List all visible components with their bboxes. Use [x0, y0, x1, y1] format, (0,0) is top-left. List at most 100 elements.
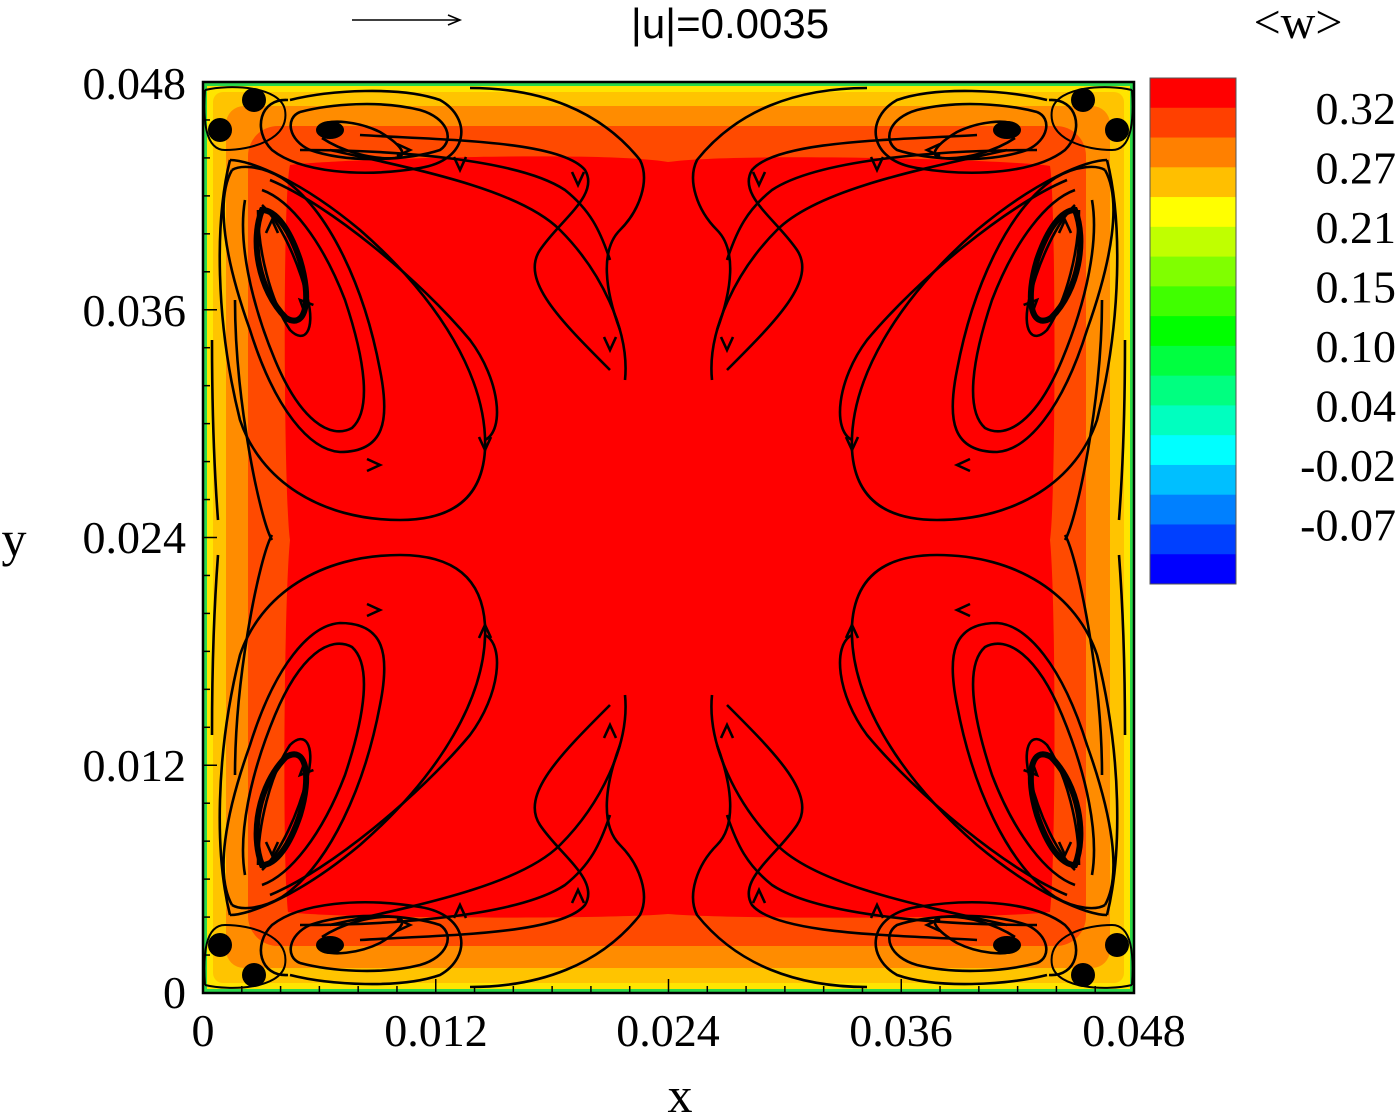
colorbar-tick-label: -0.07: [1300, 499, 1396, 550]
streamline-arrow: [719, 336, 735, 354]
colorbar-tick-label: 0.32: [1316, 83, 1397, 134]
corner-streamline: [203, 86, 287, 152]
streamline-arrow: [923, 142, 941, 158]
streamline: [1063, 534, 1104, 776]
streamline: [241, 642, 366, 887]
corner-streamline: [1050, 86, 1134, 152]
streamline: [259, 89, 463, 174]
y-tick-label: 0.036: [83, 285, 187, 336]
vortex-core-loop: [253, 751, 310, 869]
colorbar-labels: 0.32 0.27 0.21 0.15 0.10 0.04 -0.02 -0.07: [1300, 83, 1396, 551]
streamline: [874, 89, 1078, 174]
x-tick-label: 0.036: [849, 1005, 953, 1056]
streamline-arrow: [869, 156, 885, 174]
streamline-arrow: [923, 917, 941, 933]
streamline: [299, 814, 612, 927]
streamline-quadrant-tr: [691, 86, 1134, 541]
streamline-arrow: [1057, 841, 1073, 859]
streamline-arrow: [602, 721, 618, 739]
corner-vortex: [1105, 933, 1129, 957]
colorbar-swatch: [1150, 435, 1236, 466]
streamline: [218, 553, 487, 917]
streamline: [838, 633, 1068, 897]
streamline: [233, 299, 274, 541]
y-tick-label: 0.048: [83, 58, 187, 109]
streamline: [259, 901, 463, 986]
reference-vector-label: |u|=0.0035: [631, 0, 829, 47]
streamline: [726, 133, 978, 371]
colorbar-swatch: [1150, 107, 1236, 139]
streamline: [951, 621, 1115, 910]
colorbar-swatch: [1150, 405, 1236, 436]
streamline: [850, 158, 1119, 522]
streamline: [888, 102, 1048, 161]
corner-vortex: [1071, 963, 1095, 987]
colorbar-swatch: [1150, 167, 1236, 198]
colorbar-swatch: [1150, 137, 1236, 168]
streamline: [874, 901, 1078, 986]
colorbar-swatch: [1150, 554, 1236, 585]
streamline-arrow: [719, 721, 735, 739]
streamline-arrow: [452, 156, 468, 174]
colorbar-swatch: [1150, 524, 1236, 555]
streamline: [222, 165, 386, 454]
streamline-arrow: [297, 297, 314, 314]
corner-vortex: [1071, 88, 1095, 112]
streamline: [256, 737, 312, 871]
corner-vortex: [208, 933, 232, 957]
streamline: [241, 188, 366, 433]
streamline: [289, 102, 449, 161]
streamline-quadrant-tl: [203, 86, 646, 541]
colorbar-swatch: [1150, 494, 1236, 525]
streamline: [691, 86, 868, 331]
streamline-arrow: [264, 216, 280, 234]
streamline-arrow: [570, 171, 586, 189]
streamline-arrow: [869, 901, 885, 919]
streamline: [888, 914, 1048, 973]
streamline-arrow: [477, 436, 493, 454]
streamline: [469, 744, 646, 989]
streamline-arrow: [570, 886, 586, 904]
streamline: [218, 158, 487, 522]
axis-ticks: [202, 81, 1135, 994]
colorbar-swatch: [1150, 78, 1236, 109]
streamline: [850, 553, 1119, 917]
vortex-center: [316, 121, 344, 139]
streamline-arrow: [1057, 216, 1073, 234]
corner-vortex: [242, 963, 266, 987]
streamline: [951, 165, 1115, 454]
streamline: [838, 178, 1068, 442]
streamline-arrow: [477, 621, 493, 639]
streamline-arrow: [396, 917, 414, 933]
corner-vortex: [242, 88, 266, 112]
streamline: [1025, 737, 1081, 871]
corner-streamline: [1050, 923, 1134, 989]
colorbar-tick-label: 0.15: [1316, 261, 1397, 312]
streamline: [725, 814, 1038, 927]
vortex-core-loop: [253, 206, 310, 324]
streamline: [269, 633, 499, 897]
streamline-arrow: [844, 621, 860, 639]
streamline-arrow: [953, 602, 971, 618]
colorbar-swatch: [1150, 256, 1236, 287]
vortex-center: [993, 936, 1021, 954]
colorbar-tick-label: -0.02: [1300, 440, 1396, 491]
streamline-arrow: [953, 457, 971, 473]
streamline: [233, 534, 274, 776]
streamline-arrow: [751, 171, 767, 189]
streamline: [289, 914, 449, 973]
vortex-core-loop: [1027, 206, 1084, 324]
colorbar-tick-label: 0.10: [1316, 321, 1397, 372]
y-tick-label: 0.024: [83, 512, 187, 563]
colorbar-tick-label: 0.27: [1316, 142, 1397, 193]
streamline-arrow: [297, 761, 314, 778]
x-tick-label: 0.012: [384, 1005, 488, 1056]
colorbar-swatch: [1150, 316, 1236, 347]
colorbar-swatch: [1150, 375, 1236, 406]
streamline: [1063, 299, 1104, 541]
streamline: [933, 120, 1018, 160]
streamline: [319, 120, 404, 160]
colorbar-swatch: [1150, 464, 1236, 496]
streamline-arrow: [1023, 761, 1040, 778]
streamline: [269, 178, 499, 442]
